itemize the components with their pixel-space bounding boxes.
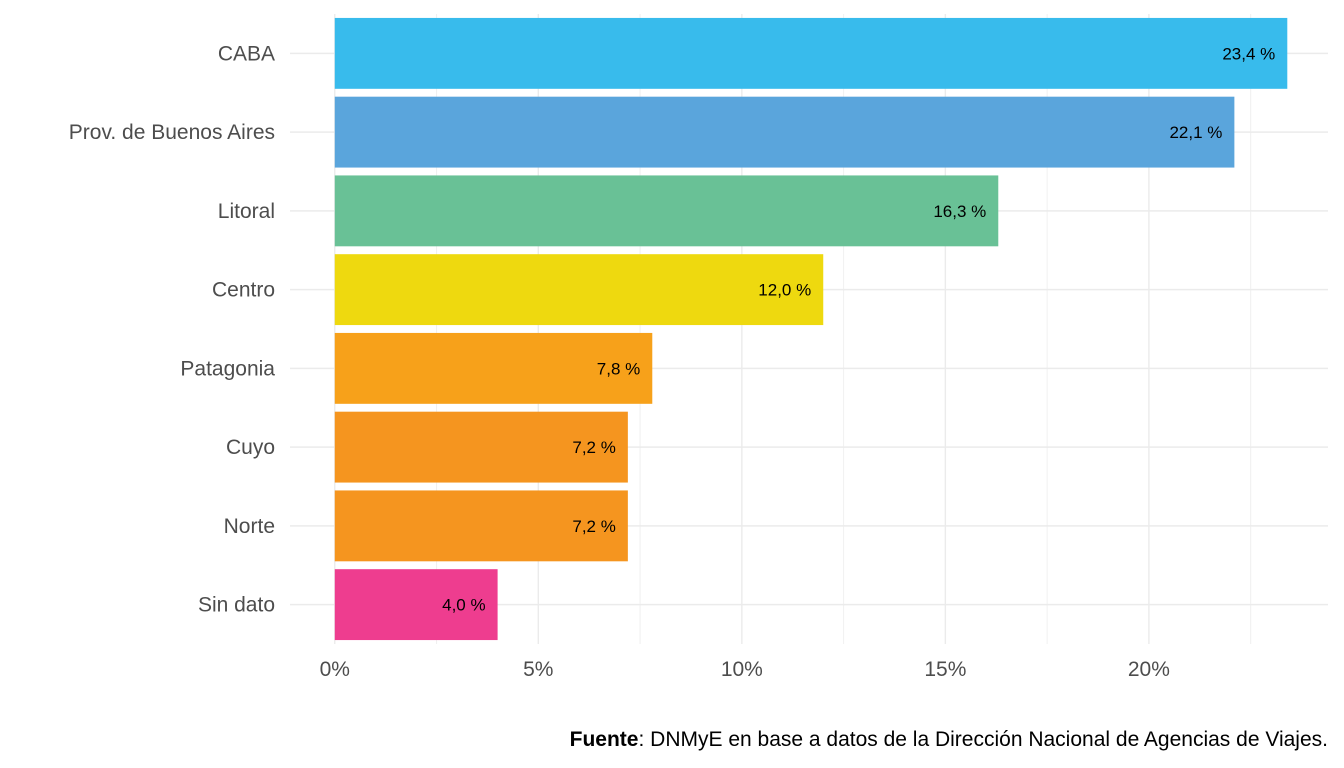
category-labels: CABA Prov. de Buenos Aires Litoral Centro Pa… [69,42,276,616]
category-label: Sin dato [198,594,275,617]
source-caption-text: : DNMyE en base a datos de la Dirección … [638,728,1328,751]
category-label: Centro [212,279,275,302]
category-label: Patagonia [180,357,275,380]
bar [334,17,1288,89]
data-label: 23,4 % [1222,44,1275,63]
data-labels: 23,4 % 22,1 % 16,3 % 12,0 % 7,8 % 7,2 % 7,2 % 4… [442,44,1275,614]
x-axis-ticks: 0% 5% 10% 15% 20% [320,658,1170,681]
category-label: Norte [224,515,275,538]
data-label: 16,3 % [933,202,986,221]
category-label: Prov. de Buenos Aires [69,121,275,144]
data-label: 7,2 % [572,517,615,536]
x-tick-label: 20% [1128,658,1170,681]
x-tick-label: 0% [320,658,350,681]
x-tick-label: 10% [721,658,763,681]
data-label: 7,8 % [597,359,640,378]
bar [334,569,498,641]
category-label: Litoral [218,200,275,223]
x-tick-label: 5% [523,658,553,681]
category-label: CABA [218,42,275,65]
data-label: 7,2 % [572,438,615,457]
bar [334,332,653,404]
bar [334,490,628,562]
bar [334,411,628,483]
bar [334,96,1235,168]
bar [334,175,999,247]
source-caption: Fuente: DNMyE en base a datos de la Dire… [570,728,1328,752]
bar [334,254,824,326]
x-tick-label: 15% [924,658,966,681]
data-label: 22,1 % [1169,123,1222,142]
bar-chart: 23,4 % 22,1 % 16,3 % 12,0 % 7,8 % 7,2 % 7,2 % 4… [69,14,1328,681]
category-label: Cuyo [226,436,275,459]
bars [334,17,1288,641]
source-caption-bold: Fuente [569,728,639,751]
data-label: 4,0 % [442,596,485,615]
data-label: 12,0 % [758,281,811,300]
